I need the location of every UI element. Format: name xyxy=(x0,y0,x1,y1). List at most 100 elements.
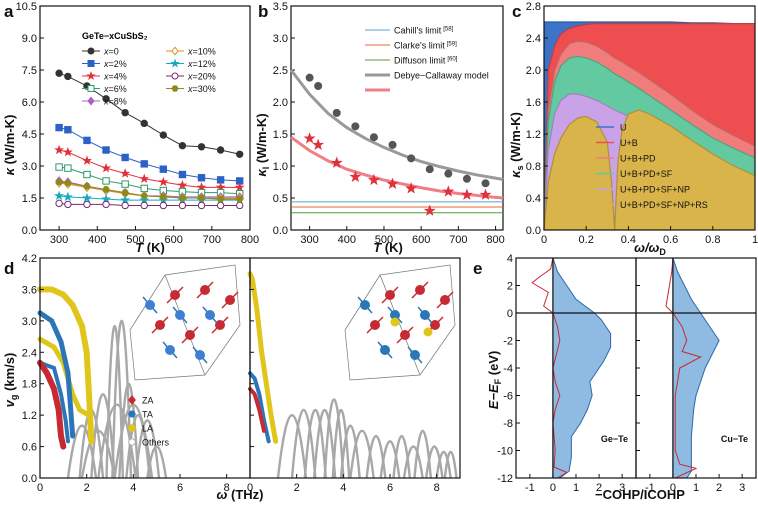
panel-c-ytick-label: 0.8 xyxy=(526,161,541,173)
data-point xyxy=(121,180,129,188)
panel-e-ylabel: E−EF (eV) xyxy=(486,351,503,410)
panel-a-xtick-label: 600 xyxy=(164,234,182,246)
atom xyxy=(440,295,450,305)
others-branch xyxy=(134,419,161,479)
icohp-area xyxy=(552,257,612,479)
panel-b-ytick-label: 3.0 xyxy=(273,33,288,45)
panel-a-legend-title: GeTe−xCuSbS₂ xyxy=(82,31,148,41)
curve-U xyxy=(544,21,755,25)
legend-marker xyxy=(170,58,180,68)
others-branch xyxy=(402,445,424,479)
panel-label-a: a xyxy=(4,2,14,21)
data-point xyxy=(121,108,129,117)
panel-a-ytick-label: 6.0 xyxy=(22,97,37,109)
cohp-line xyxy=(531,257,568,479)
panel-e-0-ytick-label: -4 xyxy=(503,363,513,375)
panel-a-xtick-label: 400 xyxy=(88,234,106,246)
panel-d-left-ytick-label: 1.2 xyxy=(22,410,37,422)
others-branch xyxy=(443,450,458,479)
others-branch xyxy=(349,429,375,479)
panel-b-frame xyxy=(290,5,504,231)
data-point xyxy=(64,200,72,209)
panel-c-xtick-label: 0.2 xyxy=(579,234,594,246)
acoustic-branch xyxy=(37,310,76,439)
legend-marker xyxy=(128,424,136,432)
data-point xyxy=(303,132,316,144)
legend-marker xyxy=(128,410,136,418)
panel-c-ytick-label: 0.0 xyxy=(526,225,541,237)
panel-a-frame xyxy=(39,5,251,231)
panel-b-xtick-label: 300 xyxy=(300,234,318,246)
panel-a-xtick-label: 500 xyxy=(126,234,144,246)
panel-a-xlabel: T (K) xyxy=(135,240,165,255)
panel-a-ytick-label: 7.5 xyxy=(22,65,37,77)
panel-c-ytick-label: 1.2 xyxy=(526,129,541,141)
data-point xyxy=(64,72,72,81)
panel-e-0-ytick-label: -12 xyxy=(497,473,513,485)
data-point xyxy=(62,191,73,202)
data-point xyxy=(140,201,148,210)
legend-marker xyxy=(87,47,95,55)
panel-c-xtick-label: 0 xyxy=(541,234,547,246)
data-point xyxy=(121,189,129,196)
legend-label: x=12% xyxy=(187,59,216,69)
panel-a-xtick-label: 300 xyxy=(50,234,68,246)
data-point xyxy=(481,179,490,188)
atom xyxy=(400,330,410,340)
legend-label: U+B+PD+SF xyxy=(620,169,673,179)
atom xyxy=(410,350,420,360)
panel-e-1-xtick-label: 0 xyxy=(670,482,676,494)
data-point xyxy=(62,146,73,157)
data-point xyxy=(234,182,245,192)
legend-marker xyxy=(171,46,179,56)
legend-label: x=20% xyxy=(187,72,216,82)
panel-d-left-ytick-label: 4.2 xyxy=(22,253,37,265)
panel-d-right-xtick-label: 8 xyxy=(434,482,440,494)
panel-label-c: c xyxy=(512,2,521,21)
data-point xyxy=(425,165,434,174)
others-branch xyxy=(435,450,452,479)
data-point xyxy=(216,201,225,210)
panel-b-ytick-label: 2.0 xyxy=(273,97,288,109)
data-point xyxy=(216,146,225,154)
legend-label: x=0 xyxy=(103,47,119,57)
acoustic-branch xyxy=(38,360,70,444)
panel-c: 0 0.2 0.4 0.6 0.8 10.00.40.81.21.62.02.42.8UU… xyxy=(526,1,758,246)
data-point xyxy=(102,95,110,103)
data-point xyxy=(55,123,63,132)
others-branch xyxy=(424,445,444,479)
data-point xyxy=(121,201,129,210)
atom xyxy=(225,295,235,305)
panel-b-ytick-label: 2.5 xyxy=(273,65,288,77)
legend-label: U+B+PD+SF+NP xyxy=(620,185,690,195)
data-point xyxy=(83,136,91,145)
panel-e-0-xtick-label: -1 xyxy=(525,482,535,494)
atom xyxy=(170,290,180,300)
panel-b-ytick-label: 1.0 xyxy=(273,161,288,173)
series-line-x=4% xyxy=(58,149,240,188)
atom xyxy=(370,320,380,330)
legend-marker xyxy=(87,96,95,106)
panel-c-ytick-label: 0.4 xyxy=(526,193,541,205)
data-point xyxy=(121,153,129,162)
data-point xyxy=(386,177,399,190)
data-point xyxy=(158,176,169,187)
panel-b-ytick-label: 1.5 xyxy=(273,129,288,141)
acoustic-branch xyxy=(37,286,95,445)
panel-d-left-xtick-label: 8 xyxy=(224,482,230,494)
panel-b-ytick-label: 0.0 xyxy=(273,225,288,237)
data-point xyxy=(159,165,168,173)
panel-b-xtick-label: 600 xyxy=(412,234,430,246)
atom xyxy=(380,345,390,355)
atom xyxy=(360,300,370,310)
data-point xyxy=(314,82,323,90)
panel-d-left-xtick-label: 2 xyxy=(84,482,90,494)
unit-cell-edge xyxy=(379,274,421,376)
panel-a-xtick-label: 700 xyxy=(203,234,221,246)
legend-label: x=30% xyxy=(187,84,216,94)
data-point xyxy=(235,195,244,203)
panel-a-ytick-label: 9.0 xyxy=(22,33,37,45)
panel-c-ytick-label: 2.4 xyxy=(526,33,541,45)
others-branch xyxy=(146,445,168,479)
legend-marker xyxy=(128,438,136,446)
